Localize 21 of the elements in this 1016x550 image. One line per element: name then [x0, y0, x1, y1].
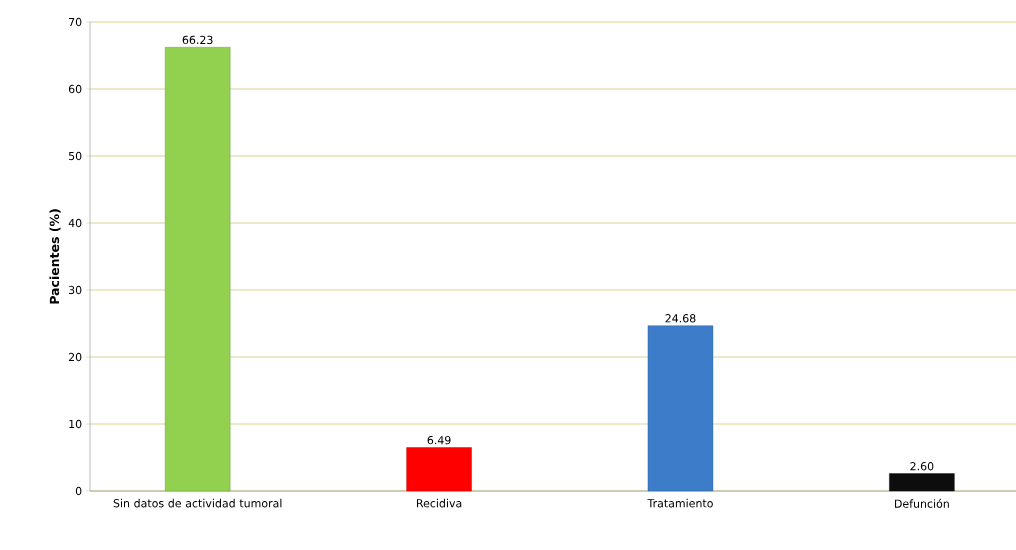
bar: [164, 47, 231, 492]
bar: [889, 473, 955, 492]
y-axis-title: Pacientes (%): [49, 209, 61, 304]
x-tick-label: Recidiva: [416, 498, 462, 508]
x-tick-label: Defunción: [895, 498, 949, 508]
y-tick-label: 10: [69, 419, 82, 429]
y-tick-label: 50: [68, 151, 82, 161]
data-label: 6.49: [427, 435, 451, 445]
data-label: 24.68: [665, 314, 696, 323]
x-tick-label: Sin datos de actividad tumoral: [113, 498, 282, 508]
y-tick-label: 0: [75, 486, 82, 496]
x-tick-label: Tratamiento: [647, 498, 713, 508]
y-tick-label: 60: [68, 84, 82, 94]
y-tick-label: 30: [68, 285, 82, 295]
data-label: 2.60: [910, 462, 934, 471]
y-tick-label: 70: [69, 17, 82, 27]
data-label: 66.23: [182, 35, 213, 45]
y-tick-label: 20: [68, 352, 82, 362]
bar: [647, 325, 714, 492]
y-tick-label: 40: [68, 218, 82, 228]
bar: [406, 447, 472, 492]
